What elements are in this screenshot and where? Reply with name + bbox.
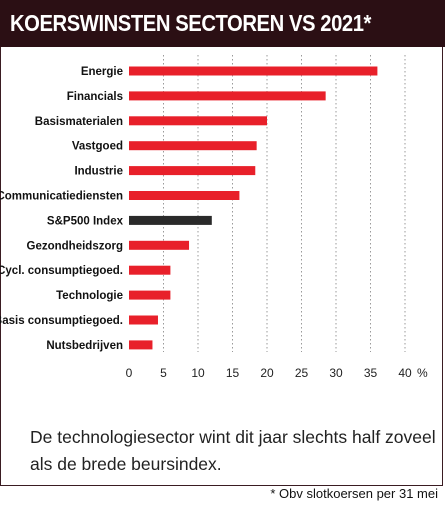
bar-chart: 0 5 10 15 20 25 30 35 40 % Energie Financials Basism… — [0, 55, 428, 380]
bar — [129, 240, 190, 250]
x-tick-label: 40 — [398, 366, 412, 380]
x-axis-unit: % — [417, 366, 428, 380]
bar — [129, 290, 171, 300]
bar — [129, 141, 257, 151]
category-label: Nutsbedrijven — [46, 340, 123, 352]
bar — [129, 191, 240, 200]
bar — [129, 265, 171, 275]
bar — [129, 215, 212, 225]
category-label: Basis consumptiegoed. — [0, 315, 123, 327]
bar — [129, 166, 256, 176]
category-label: Technologie — [56, 290, 123, 302]
bar — [129, 340, 153, 350]
x-tick-label: 0 — [126, 366, 133, 380]
x-tick-label: 20 — [260, 366, 274, 380]
category-label: Vastgoed — [72, 141, 123, 153]
x-tick-label: 25 — [295, 366, 309, 380]
category-label: Financials — [67, 91, 123, 103]
category-label: Basismaterialen — [35, 116, 123, 128]
footnote: * Obv slotkoersen per 31 mei — [270, 486, 438, 501]
chart-title: KOERSWINSTEN SECTOREN VS 2021* — [10, 10, 371, 36]
category-label: Communicatiediensten — [0, 191, 123, 203]
chart-caption: De technologiesector wint dit jaar slech… — [30, 427, 436, 474]
bar — [129, 91, 326, 101]
x-tick-label: 35 — [364, 366, 378, 380]
x-tick-label: 30 — [329, 366, 343, 380]
bar — [129, 116, 267, 126]
bar — [129, 66, 378, 76]
x-tick-label: 10 — [191, 366, 205, 380]
category-label: S&P500 Index — [47, 215, 124, 227]
category-label: Gezondheidszorg — [27, 240, 123, 252]
bar — [129, 315, 158, 325]
x-tick-label: 15 — [226, 366, 240, 380]
category-label: Industrie — [74, 166, 123, 178]
x-tick-label: 5 — [160, 366, 167, 380]
category-label: Cycl. consumptiegoed. — [0, 265, 123, 277]
category-label: Energie — [81, 66, 123, 78]
chart-title-bar: KOERSWINSTEN SECTOREN VS 2021* — [0, 0, 445, 47]
